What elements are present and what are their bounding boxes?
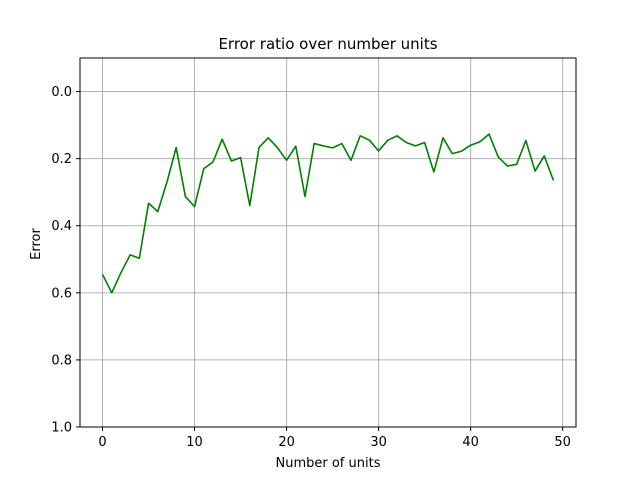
series-line <box>101 133 555 294</box>
y-tick-label: 0.6 <box>51 286 72 301</box>
y-tick-label: 0.4 <box>51 219 72 234</box>
y-tick-label: 1.0 <box>51 421 72 436</box>
y-tick-label: 0.8 <box>51 353 72 368</box>
axes-frame <box>79 57 577 428</box>
x-tick-label: 20 <box>278 435 295 450</box>
y-tick-label: 0.2 <box>51 152 72 167</box>
ticks: 0 10 20 30 40 50 0.0 0.2 0.4 0.6 0.8 1.0 <box>51 85 571 450</box>
chart-title: Error ratio over number units <box>218 35 437 53</box>
series-group <box>101 133 555 294</box>
x-tick-label: 10 <box>186 435 203 450</box>
x-axis-label: Number of units <box>276 456 381 471</box>
y-axis-label: Error <box>29 228 44 260</box>
y-tick-label: 0.0 <box>51 85 72 100</box>
x-tick-label: 40 <box>462 435 479 450</box>
x-tick-label: 50 <box>554 435 571 450</box>
x-tick-label: 30 <box>370 435 387 450</box>
x-tick-label: 0 <box>98 435 106 450</box>
